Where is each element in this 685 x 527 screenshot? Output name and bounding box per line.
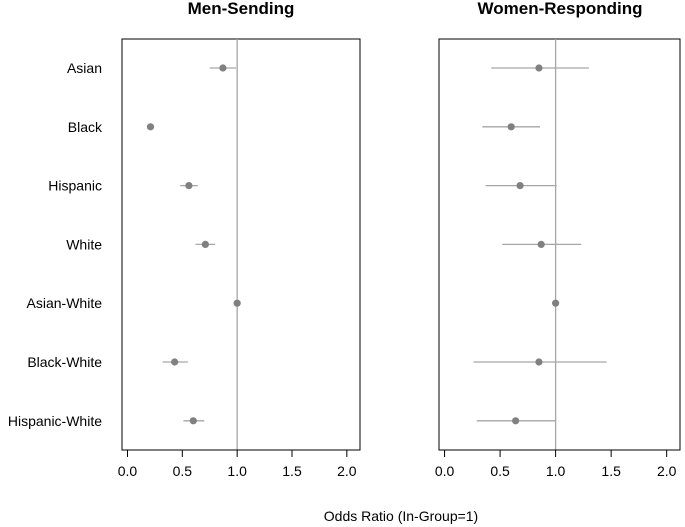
point-white (201, 240, 209, 248)
point-asian (535, 64, 543, 72)
point-asian (219, 64, 227, 72)
x-tick-label: 0.5 (490, 463, 510, 479)
point-black-white (171, 358, 179, 366)
point-black (507, 123, 515, 131)
panel-title-women-responding: Women-Responding (478, 0, 643, 18)
x-tick-label: 2.0 (337, 463, 357, 479)
row-label-black-white: Black-White (27, 354, 102, 370)
point-black-white (535, 358, 543, 366)
point-asian-white (233, 299, 241, 307)
panel-women-responding: Women-Responding 0.0 0.5 1.0 1.5 2.0 (435, 0, 681, 479)
x-tick-label: 1.5 (601, 463, 621, 479)
row-label-black: Black (68, 119, 103, 135)
point-hispanic (516, 182, 524, 190)
point-hispanic (185, 182, 193, 190)
point-hispanic-white (189, 417, 197, 425)
row-label-asian: Asian (67, 60, 102, 76)
x-tick-label: 0.5 (173, 463, 193, 479)
x-tick-label: 0.0 (118, 463, 138, 479)
point-black (146, 123, 155, 131)
row-label-hispanic-white: Hispanic-White (8, 413, 102, 429)
x-tick-label: 0.0 (435, 463, 455, 479)
panel-men-sending: Men-Sending 0.0 0.5 1.0 1.5 2.0 (118, 0, 361, 479)
panel-title-men-sending: Men-Sending (188, 0, 295, 18)
x-tick-label: 1.0 (227, 463, 247, 479)
x-axis-title: Odds Ratio (In-Group=1) (324, 508, 478, 524)
row-label-hispanic: Hispanic (48, 178, 102, 194)
x-tick-label: 1.0 (546, 463, 566, 479)
row-label-asian-white: Asian-White (27, 295, 103, 311)
plot-frame (121, 38, 361, 451)
x-tick-label: 2.0 (657, 463, 677, 479)
point-white (537, 240, 545, 248)
x-tick-label: 1.5 (282, 463, 302, 479)
row-label-white: White (66, 236, 102, 252)
point-asian-white (552, 299, 560, 307)
row-labels: Asian Black Hispanic White Asian-White Black-… (8, 60, 103, 429)
point-hispanic-white (512, 417, 520, 425)
